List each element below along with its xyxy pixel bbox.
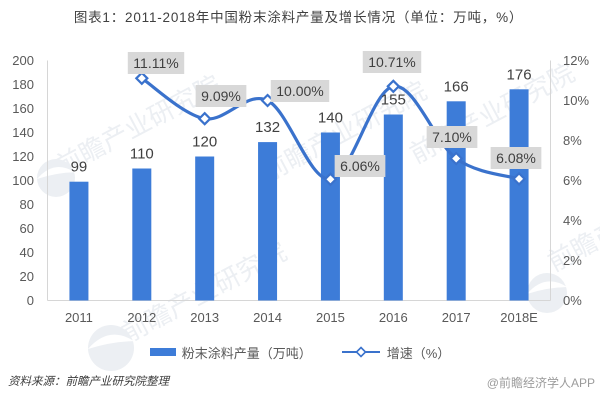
line-value-label-box [195,85,247,107]
watermark-logo-icon [527,273,567,313]
line-value-label-text: 11.11% [133,55,178,71]
bar-2017 [446,101,466,301]
line-value-label-text: 10.71% [368,54,415,70]
legend-label-growth: 增速（%） [386,345,451,361]
line-value-label-box [426,126,478,148]
bar-value-label: 155 [381,92,406,109]
line-marker [386,79,401,94]
bar-value-label: 120 [192,134,217,151]
right-axis-tick-label: 10% [563,93,589,108]
watermark-logo-circle [527,273,567,313]
right-axis-tick-label: 12% [563,53,589,68]
right-axis-tick-label: 2% [563,253,582,268]
legend: 粉末涂料产量（万吨） 增速（%） [0,343,600,362]
x-axis-category-label: 2013 [190,310,219,325]
x-axis-category-label: 2014 [253,310,282,325]
x-axis-category-label: 2017 [442,310,471,325]
line-value-label: 10.71% [362,51,422,73]
left-axis-tick-label: 140 [12,125,34,140]
line-value-label: 11.11% [127,52,185,74]
line-value-label: 6.08% [490,147,542,169]
left-axis-tick-label: 160 [12,101,34,116]
line-value-label: 7.10% [426,126,478,148]
bar-value-label: 99 [71,159,88,176]
bar-value-label: 132 [255,119,280,136]
line-value-label: 10.00% [270,80,330,102]
line-value-label-text: 10.00% [276,83,323,99]
watermark-logo-icon [37,159,75,197]
line-value-label-text: 6.08% [496,150,536,166]
line-series-swatch-icon [341,346,380,358]
left-axis-tick-label: 20 [20,269,34,284]
right-axis-tick-label: 6% [563,173,582,188]
bar-2018E [509,89,529,301]
watermark-logo-swoosh [527,281,567,294]
left-axis-tick-label: 100 [12,173,34,188]
x-axis-category-label: 2011 [65,310,93,325]
chart-title: 图表1：2011-2018年中国粉末涂料产量及增长情况（单位：万吨，%） [73,10,524,25]
line-value-label: 6.06% [334,155,386,177]
line-marker [449,151,464,166]
bar-series-swatch-icon [149,348,176,356]
left-axis-tick-label: 120 [12,149,34,164]
line-value-label: 9.09% [195,85,247,107]
line-value-label-box [490,147,542,169]
right-axis-tick-label: 0% [563,293,582,308]
left-axis-tick-label: 80 [20,197,34,212]
line-marker [323,172,338,187]
line-value-label-text: 7.10% [432,129,472,145]
legend-item-growth: 增速（%） [341,343,451,362]
line-marker [134,71,149,86]
x-axis-category-label: 2018E [500,310,538,325]
bar-2011 [69,181,89,301]
bar-2016 [383,114,403,301]
line-value-label-box [270,80,330,102]
bar-value-label: 140 [318,110,343,127]
bar-2014 [258,142,278,301]
bar-value-label: 176 [507,66,532,83]
left-axis-tick-label: 180 [12,77,34,92]
line-value-label-box [334,155,386,177]
x-axis-category-label: 2015 [316,310,345,325]
watermark-logo-swoosh [37,166,75,179]
line-marker [512,171,527,186]
bar-2013 [195,156,215,301]
line-marker [197,111,212,126]
legend-label-production: 粉末涂料产量（万吨） [181,345,312,361]
watermark-logo-swoosh [88,334,134,349]
left-axis-tick-label: 200 [12,53,34,68]
credit-note: @前瞻经济学人APP [486,376,595,390]
bar-value-label: 166 [444,78,469,95]
left-axis-tick-label: 40 [20,245,34,260]
right-axis-tick-label: 8% [563,133,582,148]
right-axis-tick-label: 4% [563,213,582,228]
x-axis-category-label: 2012 [127,310,156,325]
x-axis-category-label: 2016 [379,310,408,325]
line-value-label-box [127,52,185,74]
watermark-logo-icon [88,325,134,371]
bar-value-label: 110 [130,146,154,163]
line-value-label-text: 9.09% [201,88,241,104]
bar-2012 [132,168,152,301]
source-note: 资料来源：前瞻产业研究院整理 [8,376,169,388]
left-axis-tick-label: 60 [20,221,34,236]
legend-item-production: 粉末涂料产量（万吨） [149,343,312,362]
line-value-label-box [362,51,422,73]
watermark-logo-circle [37,159,75,197]
line-value-label-text: 6.06% [340,158,380,174]
left-axis-tick-label: 0 [27,293,34,308]
